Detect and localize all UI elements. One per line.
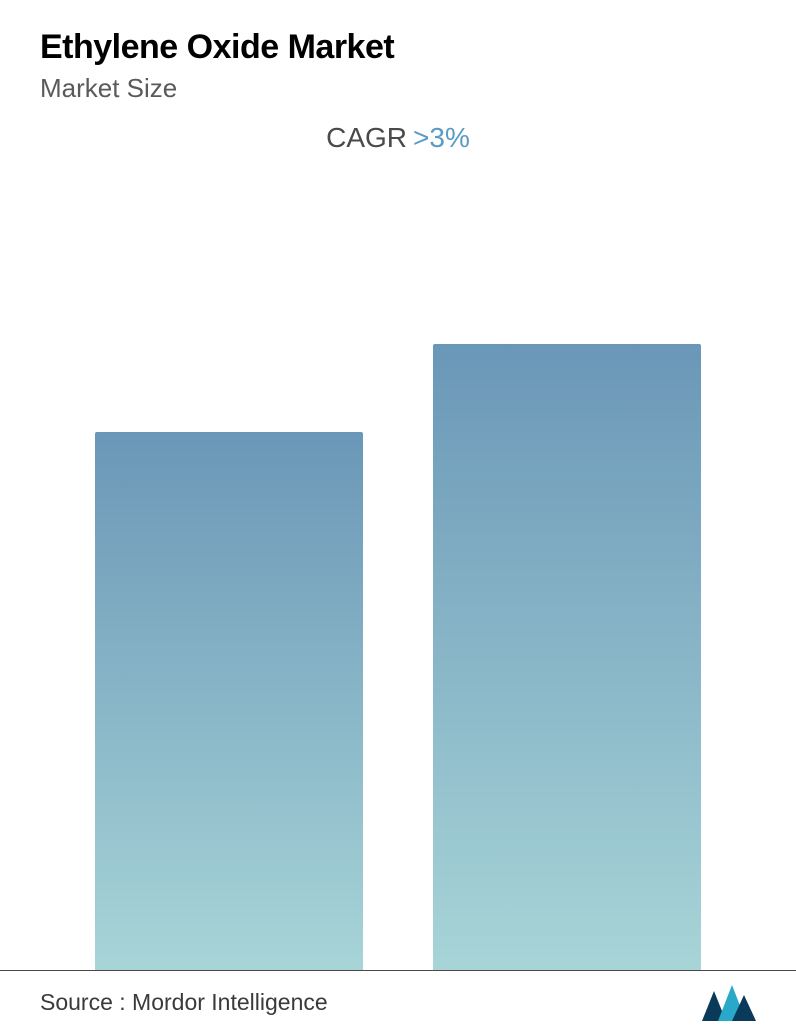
cagr-label: CAGR: [326, 122, 407, 153]
page-title: Ethylene Oxide Market: [40, 28, 756, 67]
bar-1: [433, 344, 701, 984]
brand-logo-icon: [700, 983, 756, 1023]
cagr-value: >3%: [413, 122, 470, 153]
page-subtitle: Market Size: [40, 73, 756, 104]
chart-container: Ethylene Oxide Market Market Size CAGR>3…: [0, 0, 796, 1034]
bar-group-1: 2029: [433, 344, 701, 1034]
bar-group-0: 2024: [95, 432, 363, 1034]
bar-0: [95, 432, 363, 984]
cagr-row: CAGR>3%: [40, 122, 756, 154]
bars-wrap: 2024 2029: [40, 334, 756, 1034]
chart-area: 2024 2029: [40, 186, 756, 1034]
footer: Source : Mordor Intelligence: [0, 970, 796, 1034]
source-text: Source : Mordor Intelligence: [40, 989, 328, 1016]
